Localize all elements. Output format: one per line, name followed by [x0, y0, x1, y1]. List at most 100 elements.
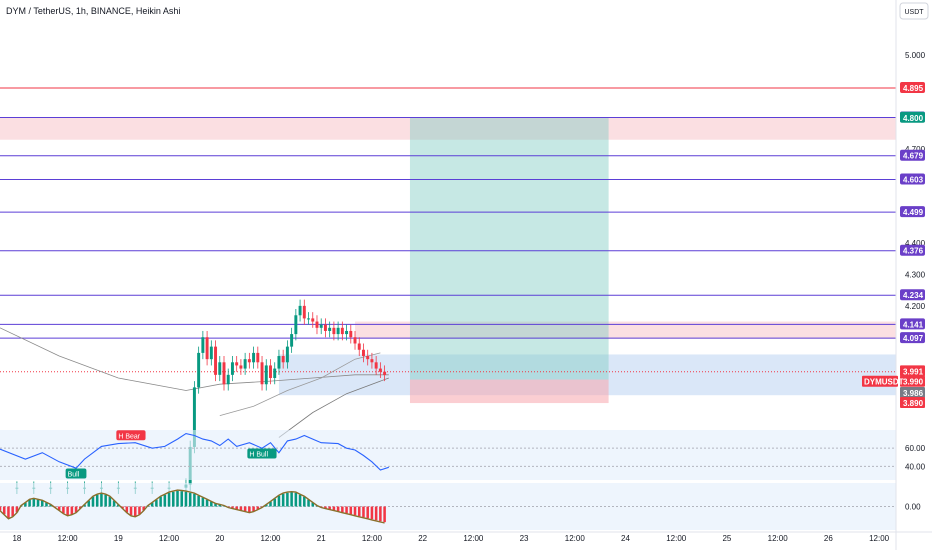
position-profit-zone: [409, 117, 609, 380]
momentum-bar: [40, 500, 44, 507]
candle-body: [197, 352, 201, 388]
candle-body: [218, 362, 222, 375]
momentum-bar: [11, 506, 14, 517]
time-tick-label: 22: [418, 534, 427, 543]
momentum-bar: [303, 496, 306, 507]
rsi-signal-label: Bull: [68, 471, 80, 478]
level-tag: [900, 111, 925, 123]
price-tag-label: 3.990: [903, 378, 924, 387]
currency-button[interactable]: USDT: [899, 2, 929, 20]
currency-label: USDT: [904, 9, 924, 16]
momentum-bar: [87, 500, 91, 507]
momentum-bar: [66, 506, 69, 516]
candle-body: [323, 324, 327, 331]
momentum-bar: [28, 499, 31, 507]
momentum-bar: [349, 506, 353, 515]
rsi-signal-label: H Bear: [118, 433, 140, 440]
time-tick-label: 12:00: [362, 534, 383, 543]
candle-body: [307, 318, 311, 320]
time-tick-label: 12:00: [565, 534, 586, 543]
momentum-bar: [15, 506, 19, 513]
candle-body: [256, 352, 260, 363]
candle-body: [192, 387, 196, 447]
zone-supply: [0, 117, 896, 140]
time-tick-label: 25: [722, 534, 731, 543]
momentum-bar: [307, 499, 310, 507]
candle-body: [332, 327, 336, 335]
time-tick-label: 24: [621, 534, 630, 543]
momentum-bar: [324, 506, 327, 509]
zone-supply: [355, 321, 896, 339]
momentum-tick-label: 0.00: [905, 503, 921, 512]
indicators-layer: H Bear H Bull Bull: [0, 430, 896, 530]
price-tag-label: 3.890: [903, 399, 924, 408]
level-tag-label: 4.097: [903, 334, 924, 343]
levels-layer: [0, 87, 896, 373]
momentum-bar: [138, 506, 141, 515]
rsi-signal-label: H Bull: [249, 451, 268, 458]
momentum-bar: [243, 506, 247, 512]
momentum-bar: [197, 495, 200, 507]
momentum-bar: [345, 506, 348, 514]
momentum-bar: [256, 506, 260, 510]
candle-body: [201, 337, 205, 353]
momentum-bar: [210, 501, 213, 507]
momentum-bar: [2, 506, 6, 515]
price-tick-label: 4.400: [905, 239, 926, 248]
momentum-bar: [201, 497, 205, 507]
time-tick-label: 12:00: [463, 534, 484, 543]
level-tag-label: 4.499: [903, 208, 924, 217]
candle-body: [319, 324, 323, 328]
price-tick-label: 4.300: [905, 271, 926, 280]
rsi-panel-bg: [0, 430, 896, 480]
time-tick-label: 21: [317, 534, 326, 543]
price-axis[interactable]: 5.0004.7004.4004.3004.2004.8954.8014.800…: [862, 0, 926, 550]
time-tick-label: 20: [215, 534, 224, 543]
price-tag: [900, 386, 925, 398]
symbol-tag: [862, 375, 898, 387]
candle-body: [298, 305, 302, 316]
time-axis[interactable]: 18 12:00 19 12:00 20 12:00 21 12:00 22 12:00 23 12:…: [0, 531, 932, 543]
candle-body: [357, 343, 361, 350]
momentum-bar: [0, 506, 2, 511]
momentum-bar: [281, 493, 285, 507]
momentum-bar: [269, 501, 272, 507]
momentum-bar: [277, 495, 281, 507]
chart-title: DYM / TetherUS, 1h, BINANCE, Heikin Ashi: [6, 6, 180, 16]
momentum-bar: [180, 491, 184, 507]
price-tag-label: 3.986: [903, 389, 924, 398]
momentum-bar: [332, 506, 336, 511]
momentum-bar: [172, 491, 175, 507]
rsi-signal-badge: [65, 468, 87, 479]
time-tick-label: 12:00: [159, 534, 180, 543]
time-tick-label: 12:00: [768, 534, 789, 543]
momentum-bar: [57, 506, 61, 511]
level-tag-label: 4.234: [903, 291, 924, 300]
momentum-bar: [70, 506, 74, 515]
momentum-bar: [104, 494, 107, 507]
momentum-bar: [167, 492, 171, 507]
candle-body: [277, 356, 281, 369]
candle-body: [230, 362, 234, 375]
candle-body: [252, 352, 256, 363]
moving-average-line: [278, 377, 389, 438]
price-tag-label: 3.991: [903, 367, 924, 376]
rsi-signal-badge: [116, 430, 146, 441]
momentum-bar: [62, 506, 65, 514]
momentum-bar: [252, 506, 255, 512]
candle-body: [205, 337, 209, 360]
momentum-bar: [362, 506, 365, 518]
momentum-bar: [357, 506, 361, 517]
level-tag: [900, 289, 925, 301]
momentum-bar: [336, 506, 340, 512]
momentum-bar: [79, 506, 82, 509]
candle-body: [290, 334, 294, 347]
level-tag-label: 4.679: [903, 152, 924, 161]
candle-body: [311, 318, 315, 322]
level-tag-label: 4.895: [903, 84, 924, 93]
momentum-bar: [311, 502, 315, 507]
candle-body: [336, 327, 340, 335]
candle-body: [374, 362, 378, 369]
level-tag-label: 4.800: [903, 114, 924, 123]
